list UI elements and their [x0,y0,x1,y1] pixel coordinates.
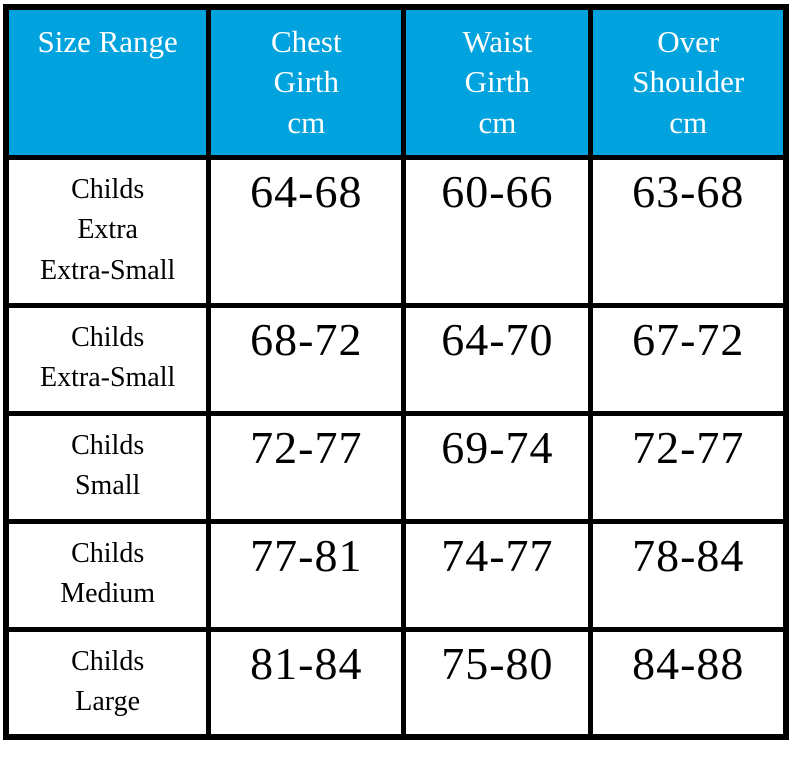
waist-value: 69-74 [401,410,594,524]
chest-value: 64-68 [206,154,407,308]
chest-value: 72-77 [206,410,407,524]
shoulder-value: 78-84 [588,518,789,632]
table-row: Childs Medium 77-81 74-77 78-84 [3,518,789,632]
shoulder-value: 67-72 [588,302,789,416]
chest-value: 81-84 [206,626,407,740]
chest-value: 77-81 [206,518,407,632]
shoulder-value: 63-68 [588,154,789,308]
header-cell-waist-girth: Waist Girth cm [401,4,594,160]
size-chart-table: Size Range Chest Girth cm Waist Girth cm… [3,4,789,740]
chest-value: 68-72 [206,302,407,416]
waist-value: 64-70 [401,302,594,416]
shoulder-value: 72-77 [588,410,789,524]
shoulder-value: 84-88 [588,626,789,740]
size-label: Childs Extra Extra-Small [3,154,212,308]
header-row: Size Range Chest Girth cm Waist Girth cm… [3,4,789,160]
header-cell-size-range: Size Range [3,4,212,160]
header-cell-chest-girth: Chest Girth cm [206,4,407,160]
waist-value: 74-77 [401,518,594,632]
size-label: Childs Large [3,626,212,740]
waist-value: 75-80 [401,626,594,740]
table-row: Childs Extra Extra-Small 64-68 60-66 63-… [3,154,789,308]
header-cell-over-shoulder: Over Shoulder cm [588,4,789,160]
table-row: Childs Small 72-77 69-74 72-77 [3,410,789,524]
table-row: Childs Extra-Small 68-72 64-70 67-72 [3,302,789,416]
size-label: Childs Medium [3,518,212,632]
size-label: Childs Extra-Small [3,302,212,416]
table-row: Childs Large 81-84 75-80 84-88 [3,626,789,740]
size-label: Childs Small [3,410,212,524]
waist-value: 60-66 [401,154,594,308]
